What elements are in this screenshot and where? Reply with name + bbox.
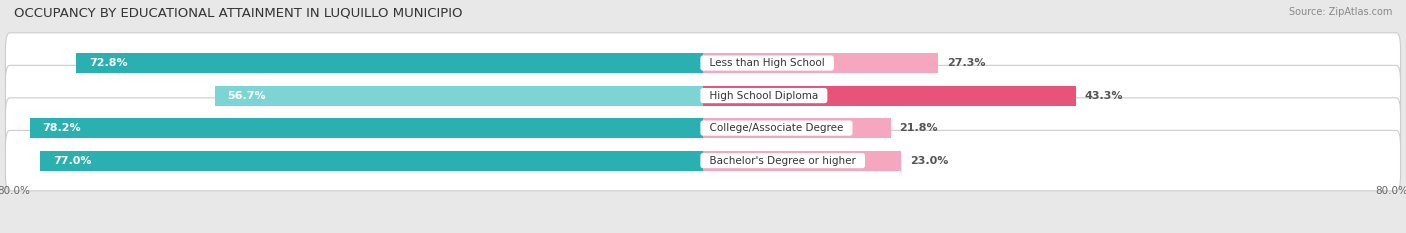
Text: 72.8%: 72.8% bbox=[89, 58, 128, 68]
Bar bbox=[703, 86, 1076, 106]
Bar bbox=[215, 86, 703, 106]
Bar bbox=[703, 53, 938, 73]
Text: OCCUPANCY BY EDUCATIONAL ATTAINMENT IN LUQUILLO MUNICIPIO: OCCUPANCY BY EDUCATIONAL ATTAINMENT IN L… bbox=[14, 7, 463, 20]
Bar bbox=[39, 151, 703, 171]
Text: High School Diploma: High School Diploma bbox=[703, 91, 825, 101]
Text: 56.7%: 56.7% bbox=[228, 91, 266, 101]
Text: 23.0%: 23.0% bbox=[910, 156, 948, 166]
Text: 43.3%: 43.3% bbox=[1084, 91, 1123, 101]
FancyBboxPatch shape bbox=[6, 130, 1400, 191]
FancyBboxPatch shape bbox=[6, 33, 1400, 93]
Bar bbox=[703, 151, 901, 171]
FancyBboxPatch shape bbox=[6, 98, 1400, 158]
Bar bbox=[76, 53, 703, 73]
Text: 78.2%: 78.2% bbox=[42, 123, 82, 133]
FancyBboxPatch shape bbox=[6, 65, 1400, 126]
Text: 27.3%: 27.3% bbox=[946, 58, 986, 68]
Text: 21.8%: 21.8% bbox=[900, 123, 938, 133]
Text: 77.0%: 77.0% bbox=[53, 156, 91, 166]
Text: College/Associate Degree: College/Associate Degree bbox=[703, 123, 849, 133]
Text: Less than High School: Less than High School bbox=[703, 58, 831, 68]
Text: Bachelor's Degree or higher: Bachelor's Degree or higher bbox=[703, 156, 862, 166]
Text: Source: ZipAtlas.com: Source: ZipAtlas.com bbox=[1288, 7, 1392, 17]
Bar bbox=[30, 118, 703, 138]
Bar bbox=[703, 118, 891, 138]
